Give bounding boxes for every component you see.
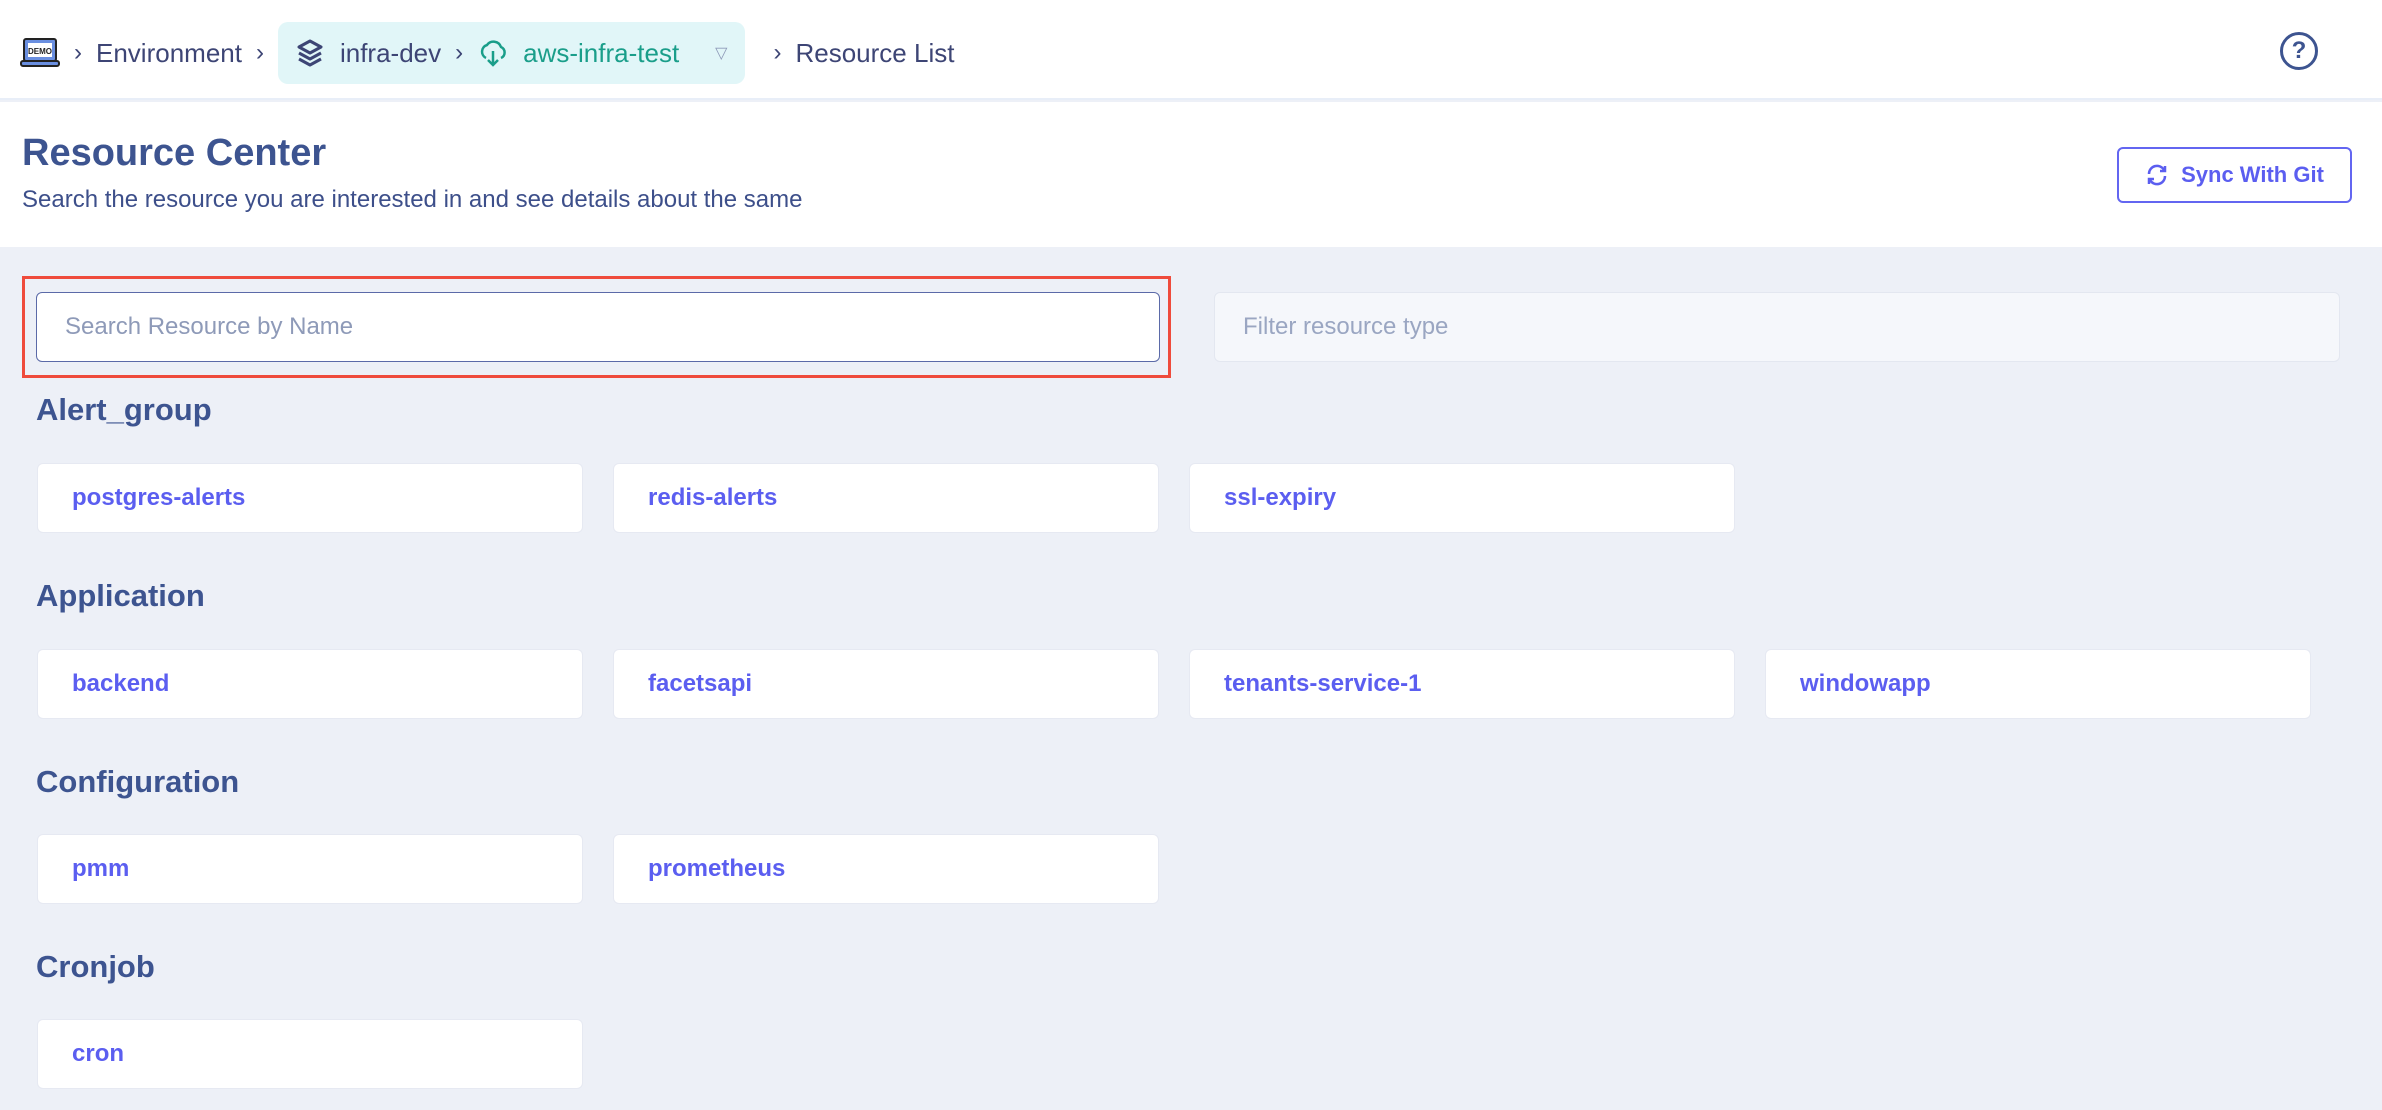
- sync-with-git-button[interactable]: Sync With Git: [2117, 147, 2352, 203]
- resource-card-row: backend facetsapi tenants-service-1 windowa…: [37, 649, 2311, 719]
- dropdown-triangle-icon[interactable]: ▽: [715, 45, 728, 62]
- chevron-right-icon: ›: [773, 39, 782, 66]
- resource-card-row: pmm prometheus: [37, 834, 1159, 904]
- resource-card[interactable]: cron: [37, 1019, 583, 1089]
- resource-card[interactable]: redis-alerts: [613, 463, 1159, 533]
- resource-card[interactable]: windowapp: [1765, 649, 2311, 719]
- breadcrumb-stack[interactable]: aws-infra-test: [523, 37, 680, 68]
- chevron-right-icon: ›: [255, 39, 264, 66]
- top-bar: DEMO › Environment › infra-dev › aws-inf…: [0, 0, 2382, 100]
- sync-label: Sync With Git: [2181, 162, 2324, 187]
- breadcrumb-project[interactable]: infra-dev: [339, 37, 442, 68]
- page-title: Resource Center: [22, 132, 327, 174]
- resource-card[interactable]: backend: [37, 649, 583, 719]
- cloud-download-icon: [480, 40, 506, 67]
- resource-card-row: postgres-alerts redis-alerts ssl-expiry: [37, 463, 1735, 533]
- resource-card[interactable]: tenants-service-1: [1189, 649, 1735, 719]
- breadcrumb-environment[interactable]: Environment: [96, 37, 242, 68]
- section-heading: Application: [36, 578, 205, 613]
- resource-card[interactable]: postgres-alerts: [37, 463, 583, 533]
- resource-card[interactable]: pmm: [37, 834, 583, 904]
- layers-icon: [297, 39, 323, 67]
- refresh-icon: [2147, 164, 2167, 186]
- chevron-right-icon: ›: [455, 39, 464, 66]
- section-heading: Alert_group: [36, 392, 212, 427]
- resource-card[interactable]: facetsapi: [613, 649, 1159, 719]
- page-header: Resource Center Search the resource you …: [0, 102, 2382, 247]
- page-subtitle: Search the resource you are interested i…: [22, 186, 803, 213]
- filter-resource-type-select[interactable]: Filter resource type: [1214, 292, 2340, 362]
- help-icon[interactable]: ?: [2280, 32, 2318, 70]
- section-heading: Configuration: [36, 764, 240, 799]
- chevron-right-icon: ›: [74, 39, 82, 66]
- demo-laptop-icon[interactable]: DEMO: [20, 37, 60, 69]
- section-heading: Cronjob: [36, 949, 155, 984]
- svg-text:DEMO: DEMO: [28, 47, 52, 56]
- resource-card[interactable]: prometheus: [613, 834, 1159, 904]
- breadcrumb: DEMO › Environment › infra-dev › aws-inf…: [20, 22, 954, 84]
- breadcrumb-current-page: Resource List: [795, 37, 955, 68]
- search-focus-highlight: [22, 276, 1171, 378]
- resource-card-row: cron: [37, 1019, 583, 1089]
- resource-card[interactable]: ssl-expiry: [1189, 463, 1735, 533]
- project-stack-selector[interactable]: infra-dev › aws-infra-test ▽: [277, 22, 746, 84]
- search-resource-input[interactable]: [36, 292, 1160, 362]
